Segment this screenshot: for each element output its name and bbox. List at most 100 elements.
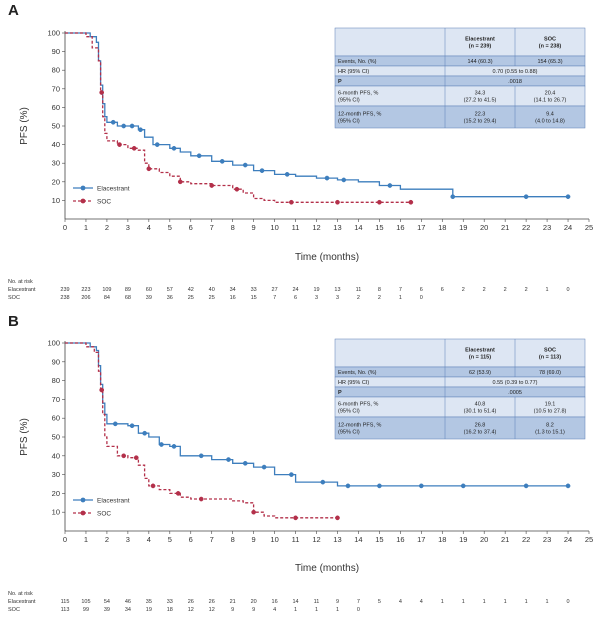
x-tick-label: 11 <box>292 223 300 232</box>
censor-mark-soc <box>175 491 181 496</box>
risk-value: 3 <box>336 295 339 301</box>
x-tick-label: 8 <box>231 223 235 232</box>
x-tick-label: 21 <box>501 223 509 232</box>
table-header-cell: Elacestrant <box>465 37 495 43</box>
panel-letter: B <box>8 313 19 330</box>
x-tick-label: 21 <box>501 535 509 544</box>
legend-marker-elacestrant <box>80 185 86 191</box>
y-tick-label: 50 <box>52 122 60 131</box>
x-tick-label: 18 <box>438 535 446 544</box>
y-axis-label: PFS (%) <box>19 418 30 456</box>
risk-value: 0 <box>420 295 423 301</box>
y-tick-label: 10 <box>52 508 60 517</box>
censor-mark-elacestrant <box>219 158 225 164</box>
censor-mark-soc <box>335 515 340 521</box>
table-cell: 144 (60.3) <box>467 59 492 65</box>
y-tick-label: 60 <box>52 414 60 423</box>
risk-value: 16 <box>272 599 278 605</box>
table-cell: 0.70 (0.55 to 0.88) <box>493 69 538 75</box>
x-tick-label: 12 <box>312 223 320 232</box>
risk-value: 1 <box>546 599 549 605</box>
censor-mark-elacestrant <box>112 421 118 427</box>
legend-label: Elacestrant <box>97 497 130 504</box>
risk-value: 2 <box>462 287 465 293</box>
censor-mark-soc <box>133 455 139 461</box>
risk-value: 33 <box>251 287 257 293</box>
x-tick-label: 23 <box>543 535 551 544</box>
x-tick-label: 7 <box>210 535 214 544</box>
x-tick-label: 18 <box>438 223 446 232</box>
legend-marker-soc <box>80 198 86 204</box>
table-row-bg <box>334 27 586 57</box>
y-tick-label: 90 <box>52 47 60 56</box>
table-row-label: HR (95% CI) <box>338 380 369 386</box>
x-axis-label: Time (months) <box>295 252 359 263</box>
y-tick-label: 70 <box>52 395 60 404</box>
x-tick-label: 16 <box>396 535 404 544</box>
censor-mark-elacestrant <box>171 444 177 449</box>
censor-mark-soc <box>198 496 204 502</box>
x-tick-label: 9 <box>252 535 256 544</box>
table-row-label: (95% CI) <box>338 98 360 104</box>
y-tick-label: 10 <box>52 196 60 205</box>
censor-mark-elacestrant <box>523 194 529 200</box>
censor-mark-elacestrant <box>198 453 204 459</box>
risk-value: 9 <box>336 599 339 605</box>
risk-value: 238 <box>60 295 69 301</box>
risk-value: 0 <box>567 599 570 605</box>
risk-row-label: SOC <box>8 607 20 613</box>
x-tick-label: 2 <box>105 223 109 232</box>
table-cell: (1.3 to 15.1) <box>535 430 565 436</box>
y-tick-label: 30 <box>52 159 60 168</box>
risk-value: 0 <box>567 287 570 293</box>
risk-value: 206 <box>81 295 90 301</box>
y-tick-label: 20 <box>52 177 60 186</box>
risk-value: 35 <box>146 599 152 605</box>
risk-value: 4 <box>273 607 276 613</box>
censor-mark-elacestrant <box>110 119 116 125</box>
risk-value: 18 <box>167 607 173 613</box>
risk-value: 20 <box>251 599 257 605</box>
censor-mark-soc <box>131 145 137 151</box>
censor-mark-elacestrant <box>450 194 456 200</box>
censor-mark-elacestrant <box>121 123 127 129</box>
x-tick-label: 3 <box>126 535 130 544</box>
risk-value: 11 <box>314 599 320 605</box>
censor-mark-soc <box>234 186 240 192</box>
risk-value: 26 <box>209 599 215 605</box>
x-tick-label: 24 <box>564 223 572 232</box>
x-tick-label: 16 <box>396 223 404 232</box>
censor-mark-elacestrant <box>138 127 143 133</box>
x-tick-label: 13 <box>333 223 341 232</box>
censor-mark-elacestrant <box>324 175 330 181</box>
table-cell: (10.5 to 27.8) <box>534 409 567 415</box>
x-tick-label: 12 <box>312 535 320 544</box>
risk-value: 115 <box>61 599 70 605</box>
table-row-label: (95% CI) <box>338 119 360 125</box>
table-row-bg <box>334 376 586 388</box>
table-header-cell: (n = 239) <box>469 44 492 50</box>
x-tick-label: 15 <box>375 535 383 544</box>
table-cell: 26.8 <box>475 423 486 429</box>
censor-mark-soc <box>99 90 105 95</box>
x-tick-label: 22 <box>522 223 530 232</box>
censor-mark-elacestrant <box>523 483 529 489</box>
table-cell: 22.3 <box>475 112 486 118</box>
y-axis-label: PFS (%) <box>19 107 30 145</box>
risk-value: 46 <box>125 599 131 605</box>
censor-mark-elacestrant <box>129 423 135 429</box>
risk-value: 6 <box>420 287 423 293</box>
table-row-bg <box>334 386 586 398</box>
censor-mark-elacestrant <box>171 145 177 151</box>
legend-label: SOC <box>97 510 111 517</box>
censor-mark-soc <box>99 387 105 393</box>
risk-value: 12 <box>209 607 215 613</box>
censor-mark-soc <box>121 453 127 459</box>
x-tick-label: 1 <box>84 535 88 544</box>
censor-mark-elacestrant <box>565 194 571 200</box>
table-cell: .0005 <box>508 390 522 396</box>
risk-value: 2 <box>357 295 360 301</box>
x-tick-label: 13 <box>333 535 341 544</box>
risk-value: 1 <box>546 287 549 293</box>
